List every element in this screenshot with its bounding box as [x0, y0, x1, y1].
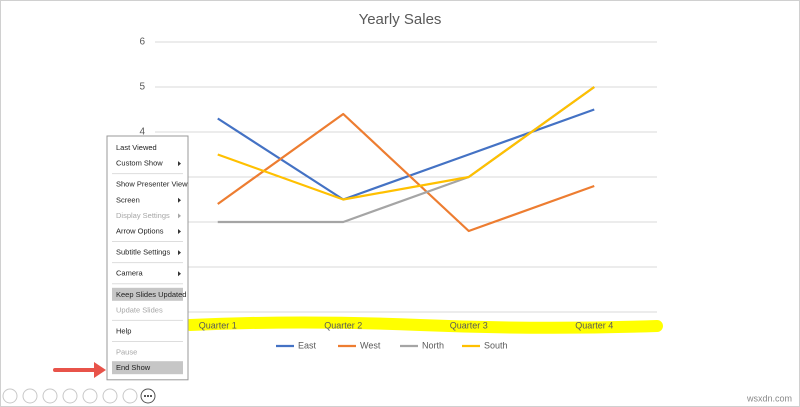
legend-label: South	[484, 340, 508, 350]
zoom-button[interactable]	[82, 388, 98, 404]
x-tick-label: Quarter 2	[324, 320, 362, 330]
series-line	[217, 86, 595, 201]
submenu-arrow	[178, 197, 181, 203]
menu-item[interactable]: Help	[116, 326, 131, 335]
legend-label: West	[360, 340, 381, 350]
x-tick-label: Quarter 1	[199, 320, 237, 330]
submenu-arrow	[178, 161, 181, 167]
x-tick-label: Quarter 3	[450, 320, 488, 330]
chart-title: Yearly Sales	[359, 11, 442, 28]
watermark: wsxdn.com	[746, 393, 792, 403]
next-button[interactable]	[22, 388, 38, 404]
menu-highlight	[112, 361, 183, 375]
menu-item[interactable]: Last Viewed	[116, 143, 157, 152]
pen-button[interactable]	[42, 388, 58, 404]
submenu-arrow	[178, 250, 181, 256]
y-tick-label: 5	[139, 82, 145, 93]
menu-box	[106, 135, 189, 381]
legend-label: North	[422, 340, 444, 350]
arrow	[53, 362, 106, 378]
menu-highlight	[112, 287, 183, 301]
toolbar	[2, 388, 156, 404]
prev-button[interactable]	[2, 388, 18, 404]
y-tick-label: 6	[139, 37, 145, 48]
menu-item[interactable]: End Show	[116, 363, 151, 372]
menu-item[interactable]: Keep Slides Updated	[116, 290, 186, 299]
submenu-arrow	[178, 271, 181, 277]
menu-item[interactable]: Subtitle Settings	[116, 248, 170, 257]
camera-button[interactable]	[122, 388, 138, 404]
submenu-arrow	[178, 213, 181, 219]
menu-item: Update Slides	[116, 305, 163, 314]
subtitle-button[interactable]	[102, 388, 118, 404]
menu-item[interactable]: Camera	[116, 269, 144, 278]
highlight	[184, 316, 663, 334]
menu-item[interactable]: Arrow Options	[116, 226, 164, 235]
legend-label: East	[298, 340, 317, 350]
context-menu: Last Viewed Custom Show Show Presenter Vie…	[106, 135, 189, 381]
menu-item[interactable]: Custom Show	[116, 159, 163, 168]
series-line	[217, 112, 595, 233]
menu-item: Display Settings	[116, 211, 170, 220]
slides-button[interactable]	[62, 388, 78, 404]
submenu-arrow	[178, 229, 181, 234]
menu-item[interactable]: Show Presenter View	[116, 180, 188, 189]
menu-item[interactable]: Screen	[116, 195, 140, 204]
y-tick-label: 4	[139, 127, 145, 138]
x-tick-label: Quarter 4	[575, 320, 613, 330]
menu-item: Pause	[116, 348, 137, 357]
